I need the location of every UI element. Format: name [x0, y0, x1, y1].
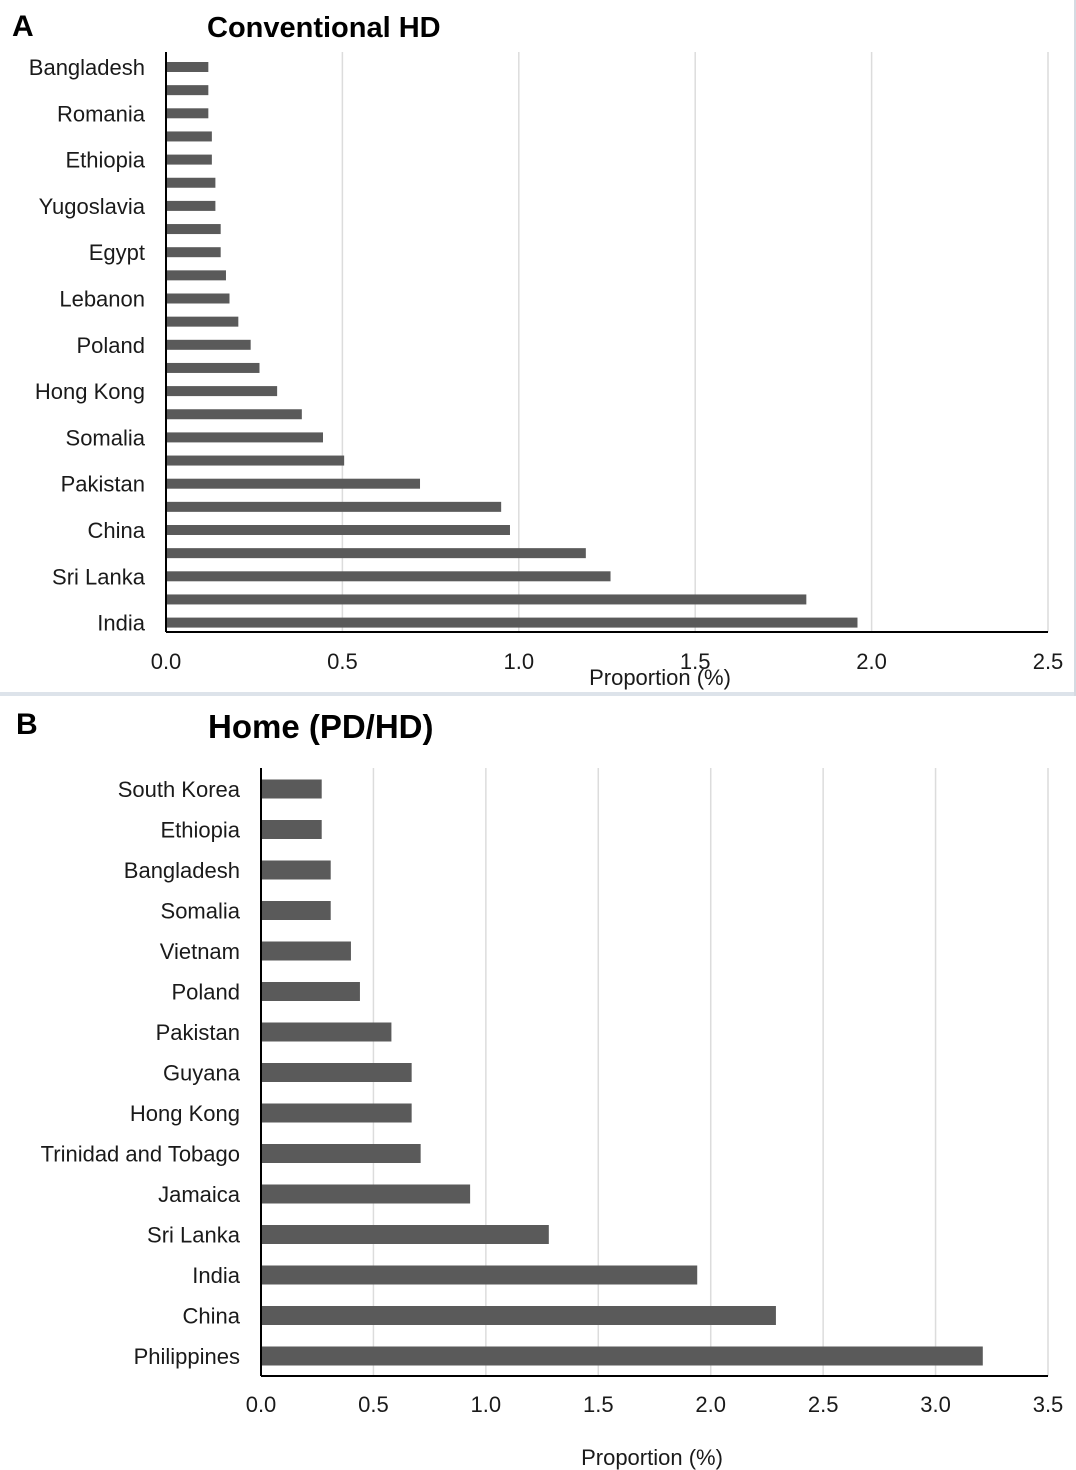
chart-b-x-tick-label: 2.5 [808, 1392, 839, 1417]
chart-b-bar [261, 779, 322, 799]
chart-b-category-label: Trinidad and Tobago [41, 1142, 240, 1167]
chart-a-bar [166, 154, 212, 165]
chart-a-bar [166, 200, 216, 211]
chart-a-title: Conventional HD [207, 12, 441, 44]
chart-b-bar [261, 941, 351, 961]
chart-b-x-tick-label: 0.0 [246, 1392, 277, 1417]
chart-a-bar [166, 501, 502, 512]
chart-a-category-label: Ethiopia [65, 148, 145, 173]
chart-a-bar [166, 548, 586, 559]
chart-a-bar [166, 525, 510, 535]
chart-a-bar [166, 316, 239, 327]
chart-b-category-label: South Korea [118, 777, 241, 802]
chart-a-x-tick-label: 0.0 [151, 649, 182, 674]
chart-a-category-label: Lebanon [59, 287, 145, 312]
chart-b: 0.0 0.5 1.0 1.5 2.0 2.5 3.0 3.5 South Korea Ethio… [41, 768, 1064, 1470]
chart-a-category-label: Poland [76, 333, 145, 358]
chart-a-x-tick-label: 1.5 [680, 649, 711, 674]
chart-b-bar [261, 1022, 392, 1042]
chart-b-category-label: Guyana [163, 1061, 241, 1086]
chart-a-x-axis-label: Proportion (%) [589, 665, 731, 690]
chart-a-bar [166, 571, 611, 582]
chart-b-bar [261, 1265, 698, 1285]
chart-a-bar [166, 409, 302, 420]
chart-b-x-tick-label: 1.0 [471, 1392, 502, 1417]
chart-a-x-tick-label: 1.0 [504, 649, 535, 674]
chart-a-bar [166, 108, 209, 119]
chart-b-category-label: Jamaica [158, 1182, 241, 1207]
panel-divider [0, 692, 1076, 696]
chart-a-bar [166, 247, 221, 258]
chart-a-bar [166, 339, 251, 350]
chart-a-bar [166, 478, 421, 489]
chart-a-x-tick-label: 0.5 [327, 649, 358, 674]
chart-a-category-label: Pakistan [61, 472, 145, 497]
chart-b-category-label: Sri Lanka [147, 1223, 241, 1248]
panel-letter-b: B [16, 708, 38, 741]
chart-a-x-tick-label: 2.5 [1033, 649, 1064, 674]
chart-b-bar [261, 1063, 412, 1082]
chart-b-category-label: India [192, 1263, 240, 1288]
panel-letter-a: A [12, 10, 34, 43]
chart-b-category-label: Philippines [134, 1344, 240, 1369]
chart-a-category-label: Romania [57, 101, 146, 126]
chart-a-bar [166, 270, 226, 281]
panel-b: B Home (PD/HD) 0.0 0.5 1.0 1.5 2.0 2.5 3.0 3.5 S… [0, 696, 1076, 1470]
chart-a-bar [166, 131, 212, 142]
chart-a-bar [166, 594, 807, 605]
chart-b-bar [261, 982, 360, 1001]
chart-b-category-label: Bangladesh [124, 858, 240, 883]
chart-b-category-label: Somalia [161, 899, 241, 924]
chart-a-category-label: China [88, 518, 146, 543]
chart-a-bar [166, 224, 221, 235]
chart-b-bar [261, 901, 331, 920]
chart-a-bar [166, 432, 323, 443]
chart-b-bar [261, 1144, 421, 1163]
chart-a-bar [166, 362, 260, 373]
chart-a-category-label: Yugoslavia [39, 194, 146, 219]
chart-b-bar [261, 1346, 983, 1366]
panel-a: A Conventional HD 0.0 0.5 1.0 1.5 2.0 2.5 Bang… [0, 0, 1076, 692]
chart-a-bar [166, 386, 278, 397]
chart-b-x-tick-label: 2.0 [695, 1392, 726, 1417]
chart-a-category-label: Hong Kong [35, 379, 145, 404]
chart-b-bar [261, 1306, 776, 1325]
chart-b-category-label: Poland [171, 980, 240, 1005]
chart-b-x-axis-label: Proportion (%) [581, 1445, 723, 1470]
chart-b-category-label: Pakistan [156, 1020, 240, 1045]
chart-a-bar [166, 617, 858, 628]
chart-b-bar [261, 1225, 549, 1244]
chart-b-x-tick-label: 1.5 [583, 1392, 614, 1417]
chart-a-category-label: Sri Lanka [52, 564, 146, 589]
chart-a-category-label: Somalia [66, 425, 146, 450]
chart-a-bar [166, 293, 230, 304]
chart-a-category-label: Bangladesh [29, 55, 145, 80]
chart-a-category-label: Egypt [89, 240, 145, 265]
chart-b-bar [261, 860, 331, 880]
chart-b-x-tick-label: 0.5 [358, 1392, 389, 1417]
chart-b-category-label: Ethiopia [160, 818, 240, 843]
chart-a-bar [166, 85, 209, 96]
chart-a-x-tick-label: 2.0 [856, 649, 887, 674]
chart-a-bar [166, 62, 209, 72]
chart-a-bar [166, 177, 216, 188]
chart-b-x-tick-label: 3.0 [920, 1392, 951, 1417]
chart-b-x-tick-label: 3.5 [1033, 1392, 1064, 1417]
chart-b-category-label: Hong Kong [130, 1101, 240, 1126]
chart-a: 0.0 0.5 1.0 1.5 2.0 2.5 Bangladesh Romania Ethio… [29, 52, 1064, 690]
chart-b-title: Home (PD/HD) [208, 708, 434, 745]
chart-b-bar [261, 1184, 471, 1204]
chart-b-bar [261, 1103, 412, 1123]
chart-a-category-label: India [97, 611, 145, 636]
chart-a-bar [166, 455, 345, 466]
chart-b-bar [261, 820, 322, 839]
chart-b-category-label: China [183, 1304, 241, 1329]
chart-b-category-label: Vietnam [160, 939, 240, 964]
